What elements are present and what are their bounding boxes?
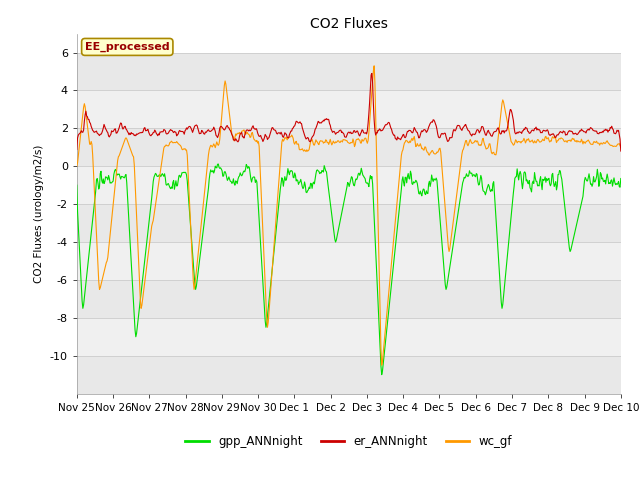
gpp_ANNnight [139, 276, 147, 282]
wc_gf [617, 144, 625, 150]
wc_gf [139, 296, 147, 302]
er_ANNnight [368, 71, 376, 76]
gpp_ANNnight [73, 182, 81, 188]
wc_gf [73, 163, 81, 169]
Y-axis label: CO2 Fluxes (urology/m2/s): CO2 Fluxes (urology/m2/s) [34, 144, 44, 283]
er_ANNnight [139, 130, 147, 135]
Title: CO2 Fluxes: CO2 Fluxes [310, 17, 388, 31]
Bar [77, 90, 621, 128]
Bar [77, 204, 621, 242]
gpp_ANNnight [433, 175, 440, 181]
wc_gf [378, 362, 385, 368]
Bar [77, 166, 621, 204]
er_ANNnight [617, 148, 625, 154]
wc_gf [433, 151, 440, 156]
er_ANNnight [83, 113, 90, 119]
wc_gf [194, 254, 202, 260]
Legend: gpp_ANNnight, er_ANNnight, wc_gf: gpp_ANNnight, er_ANNnight, wc_gf [180, 430, 517, 453]
er_ANNnight [194, 125, 202, 131]
gpp_ANNnight [417, 188, 424, 194]
wc_gf [371, 63, 378, 69]
Bar [77, 356, 621, 394]
gpp_ANNnight [83, 274, 90, 279]
Text: EE_processed: EE_processed [85, 42, 170, 52]
Bar [77, 128, 621, 166]
Line: gpp_ANNnight: gpp_ANNnight [77, 164, 621, 375]
Bar [77, 242, 621, 280]
wc_gf [83, 116, 90, 122]
gpp_ANNnight [223, 178, 231, 183]
gpp_ANNnight [214, 161, 222, 167]
Line: er_ANNnight: er_ANNnight [77, 73, 621, 151]
Line: wc_gf: wc_gf [77, 66, 621, 365]
gpp_ANNnight [617, 176, 625, 181]
er_ANNnight [431, 121, 439, 127]
Bar [77, 318, 621, 356]
wc_gf [223, 87, 230, 93]
Bar [77, 280, 621, 318]
er_ANNnight [416, 135, 424, 141]
er_ANNnight [223, 123, 230, 129]
er_ANNnight [73, 146, 81, 152]
Bar [77, 52, 621, 90]
wc_gf [417, 141, 424, 146]
gpp_ANNnight [194, 271, 202, 277]
gpp_ANNnight [378, 372, 385, 378]
